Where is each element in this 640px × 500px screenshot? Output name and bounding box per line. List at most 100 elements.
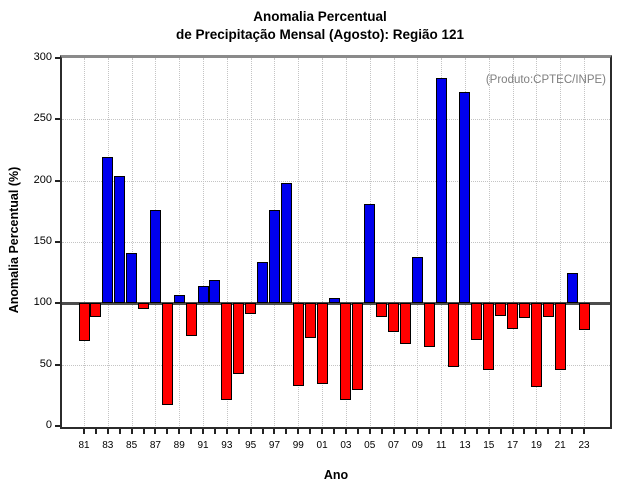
bar-04 — [352, 303, 364, 391]
bar-93 — [221, 303, 233, 401]
bar-13 — [459, 92, 471, 304]
x-tick — [285, 428, 288, 434]
x-tick — [452, 428, 455, 434]
x-gridline — [250, 58, 252, 426]
bar-94 — [233, 303, 245, 375]
x-tick-label: 93 — [221, 440, 233, 451]
x-tick — [559, 428, 562, 434]
x-tick — [178, 428, 181, 434]
x-tick — [511, 428, 514, 434]
x-tick-label: 87 — [149, 440, 161, 451]
y-tick — [55, 241, 60, 243]
x-tick — [523, 428, 526, 434]
x-axis-label: Ano — [323, 468, 349, 482]
y-tick — [55, 57, 60, 59]
x-tick — [83, 428, 85, 434]
bar-81 — [78, 303, 90, 342]
x-tick — [309, 428, 312, 434]
bar-92 — [209, 280, 221, 304]
bar-03 — [340, 303, 352, 401]
y-axis: 0 50 100 150 200 250 300 — [0, 51, 62, 431]
x-tick — [154, 428, 157, 434]
bar-98 — [280, 183, 292, 304]
x-gridline — [393, 58, 395, 426]
bar-85 — [126, 253, 138, 304]
x-tick — [130, 428, 133, 434]
x-tick — [535, 428, 538, 434]
bar-96 — [257, 261, 269, 304]
x-tick — [404, 428, 407, 434]
x-gridline — [536, 58, 538, 426]
x-tick-label: 97 — [268, 440, 281, 451]
x-tick — [249, 428, 252, 434]
x-tick — [499, 428, 502, 434]
x-gridline — [417, 58, 419, 426]
x-tick-label: 91 — [197, 440, 209, 451]
bar-90 — [185, 303, 197, 337]
bar-16 — [495, 303, 507, 316]
x-tick — [368, 428, 371, 434]
y-tick-label: 50 — [39, 357, 52, 370]
x-tick — [428, 428, 431, 434]
bar-82 — [90, 303, 102, 317]
x-tick — [463, 428, 466, 434]
x-tick — [118, 428, 121, 434]
bar-84 — [114, 175, 126, 304]
x-tick-label: 07 — [387, 440, 400, 451]
x-tick — [333, 428, 335, 434]
x-tick — [571, 428, 574, 434]
bar-22 — [566, 272, 578, 304]
x-tick — [142, 428, 145, 434]
x-tick — [356, 428, 359, 434]
x-tick — [487, 428, 490, 434]
x-tick-label: 23 — [578, 440, 590, 451]
y-tick — [55, 302, 60, 305]
x-tick-label: 83 — [102, 440, 114, 451]
bar-88 — [161, 303, 173, 406]
x-tick — [392, 428, 395, 434]
bar-97 — [268, 210, 280, 304]
x-tick-label: 03 — [340, 440, 352, 451]
bar-05 — [364, 203, 376, 304]
x-tick — [440, 428, 443, 434]
x-tick — [475, 428, 478, 434]
chart-title: Anomalia Percentual de Precipitação Mens… — [0, 8, 640, 44]
bar-95 — [245, 303, 257, 315]
y-tick-label: 200 — [33, 173, 52, 186]
x-tick — [202, 428, 205, 434]
chart-title-line2: de Precipitação Mensal (Agosto): Região … — [175, 27, 465, 42]
x-tick-label: 19 — [530, 440, 542, 451]
x-gridline — [488, 58, 490, 426]
bar-15 — [483, 303, 495, 370]
y-tick-label: 0 — [45, 419, 52, 431]
bar-09 — [411, 256, 423, 304]
x-tick — [547, 428, 550, 434]
y-tick-label: 250 — [33, 112, 52, 125]
x-tick-label: 13 — [459, 440, 471, 451]
bar-89 — [173, 294, 185, 304]
x-tick — [380, 428, 383, 434]
x-tick-label: 05 — [364, 440, 376, 451]
chart-title-line1: Anomalia Percentual — [253, 9, 387, 24]
bar-99 — [292, 303, 304, 386]
bar-00 — [304, 303, 316, 338]
bar-21 — [554, 303, 566, 370]
x-gridline — [584, 58, 585, 426]
x-tick — [106, 428, 109, 434]
x-tick — [321, 428, 324, 434]
x-tick — [213, 428, 216, 434]
bar-17 — [507, 303, 519, 330]
x-tick-label: 11 — [435, 440, 447, 451]
x-tick — [416, 428, 419, 434]
x-tick — [583, 428, 585, 434]
x-tick-label: 17 — [507, 440, 519, 451]
bar-14 — [471, 303, 483, 341]
y-gridline — [62, 242, 610, 243]
x-tick — [344, 428, 347, 434]
bar-83 — [102, 157, 114, 304]
x-gridline — [322, 58, 324, 426]
y-tick — [55, 179, 60, 182]
x-tick-label: 21 — [554, 440, 566, 451]
x-tick — [94, 428, 97, 434]
x-tick-label: 09 — [411, 440, 423, 451]
